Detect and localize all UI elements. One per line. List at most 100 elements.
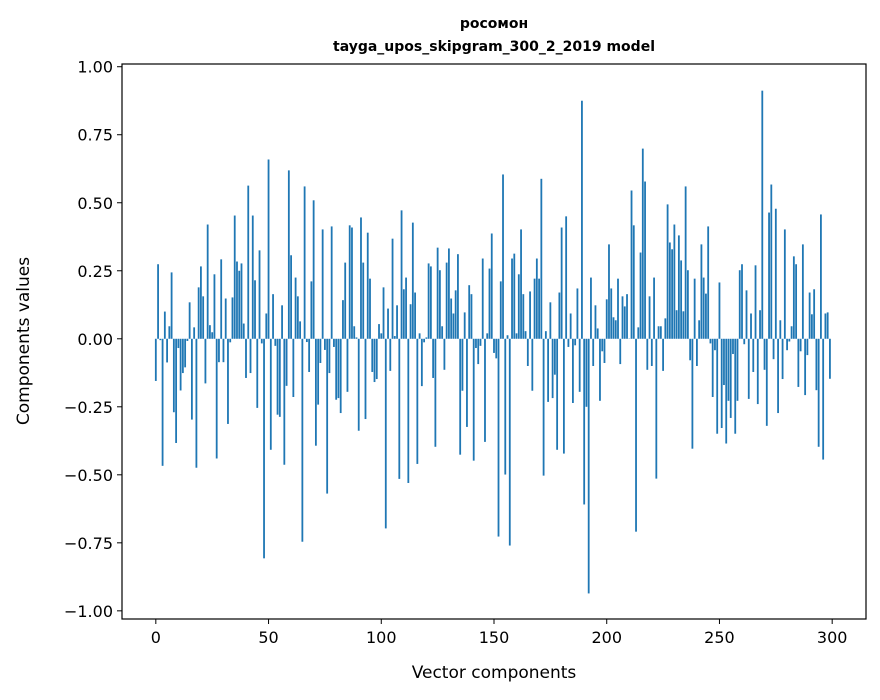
bar-160: [516, 333, 518, 338]
chart-title-line-2: tayga_upos_skipgram_300_2_2019 model: [333, 39, 655, 55]
bar-0: [155, 339, 157, 381]
bar-159: [513, 254, 515, 339]
bar-153: [500, 281, 502, 338]
bar-132: [453, 313, 455, 338]
bar-199: [604, 339, 606, 363]
bar-94: [367, 233, 369, 339]
bar-129: [446, 263, 448, 339]
bar-136: [462, 339, 464, 391]
bar-182: [565, 216, 567, 338]
bar-7: [171, 272, 173, 338]
bar-221: [653, 278, 655, 339]
bar-222: [655, 339, 657, 479]
bar-171: [540, 179, 542, 339]
bar-287: [802, 244, 804, 338]
bar-49: [265, 313, 267, 338]
bar-74: [322, 229, 324, 338]
bar-42: [250, 339, 252, 373]
bar-81: [338, 339, 340, 398]
bar-281: [788, 339, 790, 342]
bar-51: [270, 339, 272, 450]
bar-181: [563, 339, 565, 454]
bar-211: [631, 191, 633, 339]
bar-248: [714, 339, 716, 350]
bar-5: [166, 339, 168, 363]
bar-21: [202, 296, 204, 338]
bar-277: [779, 320, 781, 339]
bar-226: [664, 318, 666, 338]
bar-259: [739, 270, 741, 339]
bar-78: [331, 226, 333, 338]
bar-230: [673, 225, 675, 339]
bar-2: [159, 339, 161, 340]
bar-144: [480, 339, 482, 346]
bar-142: [475, 339, 477, 348]
bar-280: [786, 339, 788, 350]
bar-200: [606, 299, 608, 338]
bar-23: [207, 225, 209, 339]
bar-34: [232, 297, 234, 338]
bar-120: [425, 337, 427, 338]
bar-116: [416, 339, 418, 464]
bar-193: [590, 278, 592, 339]
bar-262: [746, 290, 748, 338]
bar-206: [619, 339, 621, 364]
bar-236: [687, 270, 689, 339]
bar-149: [491, 233, 493, 338]
bar-17: [193, 327, 195, 338]
bar-188: [579, 339, 581, 392]
bar-150: [493, 339, 495, 353]
bar-127: [441, 326, 443, 339]
bar-270: [764, 339, 766, 370]
bar-162: [520, 229, 522, 338]
bar-101: [383, 287, 385, 338]
bar-288: [804, 339, 806, 395]
bar-76: [326, 339, 328, 494]
bar-268: [759, 310, 761, 339]
bar-257: [734, 339, 736, 434]
bar-175: [549, 302, 551, 338]
bar-158: [511, 259, 513, 339]
bar-26: [214, 274, 216, 338]
bar-189: [581, 101, 583, 339]
bar-192: [588, 339, 590, 594]
bar-227: [667, 204, 669, 338]
bar-219: [649, 296, 651, 338]
bar-43: [252, 216, 254, 339]
bar-148: [489, 269, 491, 339]
bar-218: [646, 339, 648, 370]
bar-106: [394, 336, 396, 339]
bar-246: [710, 339, 712, 344]
bar-86: [349, 225, 351, 338]
bar-28: [218, 339, 220, 362]
bar-174: [547, 339, 549, 402]
bar-54: [277, 339, 279, 415]
bar-187: [577, 288, 579, 338]
bar-154: [502, 174, 504, 338]
x-tick-label: 50: [258, 628, 278, 647]
x-tick-label: 300: [817, 628, 848, 647]
bar-170: [538, 279, 540, 339]
bar-14: [186, 339, 188, 341]
y-axis: −1.00−0.75−0.50−0.250.000.250.500.751.00: [64, 58, 122, 621]
bar-41: [247, 186, 249, 339]
bar-183: [567, 339, 569, 347]
bar-48: [263, 339, 265, 559]
bar-4: [164, 312, 166, 339]
bar-77: [329, 339, 331, 373]
bar-60: [290, 255, 292, 339]
bar-46: [259, 250, 261, 338]
bar-238: [691, 339, 693, 449]
bar-66: [304, 186, 306, 338]
bar-205: [617, 279, 619, 339]
bar-109: [401, 210, 403, 338]
bar-19: [198, 287, 200, 338]
bar-197: [599, 339, 601, 401]
bar-50: [268, 159, 270, 338]
bar-92: [362, 263, 364, 339]
bar-298: [827, 312, 829, 338]
bar-179: [558, 293, 560, 339]
bar-251: [721, 339, 723, 428]
bar-202: [610, 288, 612, 338]
bar-265: [752, 339, 754, 372]
